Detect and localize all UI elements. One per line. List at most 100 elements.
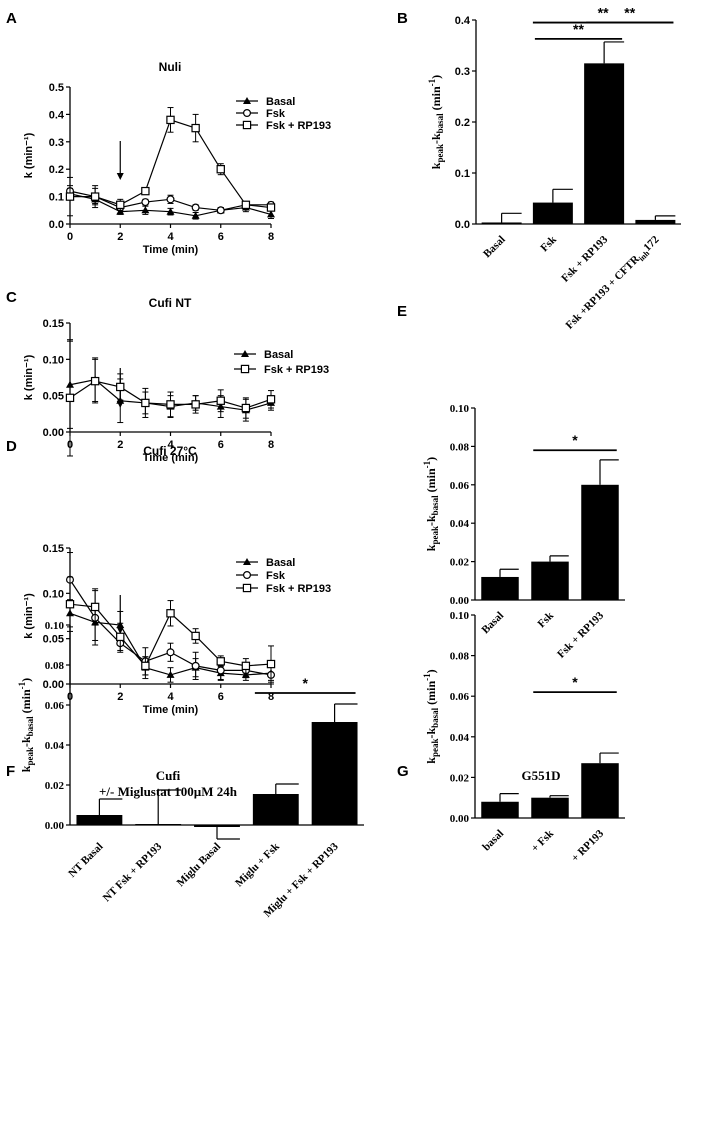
data-point [216, 396, 225, 405]
y-tick-label: 0.1 [455, 168, 470, 180]
category-label: Fsk [538, 233, 559, 254]
panel-d-title: Cufi 27°C [143, 444, 197, 458]
category-label-text: Miglu + Fsk [233, 840, 282, 889]
data-point [216, 206, 225, 215]
y-axis-label-part: -1 [17, 681, 27, 689]
panel-d-chart: 0.000.050.100.1502468Time (min)k (min⁻¹)… [23, 543, 331, 716]
x-tick-label: 6 [218, 231, 224, 243]
y-axis-label: kpeak-kbasal (min-1) [17, 678, 35, 772]
data-point [166, 115, 175, 125]
panel-b-chart: 0.0 0.1 0.2 0.3 0.4 kpeak-kbasal (min-1) Basal… [427, 5, 681, 332]
significance-label: ** [624, 5, 635, 21]
data-point [266, 203, 276, 212]
category-label-text: + RP193 [569, 827, 606, 864]
panel-g-title: G551D [522, 768, 561, 783]
data-point [216, 165, 225, 174]
y-axis-label-part: k [424, 544, 438, 551]
data-point [65, 600, 75, 609]
category-label: Fsk + RP193 [559, 233, 610, 284]
y-axis-label-part: peak [430, 738, 440, 757]
data-point [141, 186, 150, 196]
data-point [65, 192, 75, 201]
category-label-text: Fsk [536, 609, 557, 630]
x-tick-label: 8 [268, 691, 274, 703]
data-point [116, 200, 125, 210]
y-axis-label-part: -k [429, 133, 443, 144]
y-tick-label: 0.06 [45, 700, 65, 712]
data-point [90, 192, 100, 201]
y-axis-label-part: (min [19, 689, 33, 716]
bar [135, 824, 182, 826]
panel-c-title: Cufi NT [149, 296, 192, 310]
y-tick-label: 0.4 [49, 109, 65, 121]
category-label-text: + Fsk [529, 827, 557, 855]
y-tick-label: 0.00 [450, 813, 470, 825]
category-label: NT Fsk + RP193 [101, 840, 165, 904]
panel-f-subtitle: +/- Miglustat 100µM 24h [99, 784, 238, 799]
panel-f-chart: 0.00 0.02 0.04 0.06 0.08 0.10 kpeak-kbasal (mi… [17, 620, 364, 920]
panel-label-a: A [6, 10, 17, 27]
y-axis-label-part: basal [435, 113, 445, 134]
y-tick-label: 0.08 [45, 660, 65, 672]
y-axis-label-part: (min [424, 468, 438, 495]
category-label: + RP193 [569, 827, 606, 864]
y-tick-label: 0.02 [450, 772, 470, 784]
bar [252, 794, 299, 825]
y-axis-label-part: -1 [422, 460, 432, 468]
legend-marker [243, 558, 251, 565]
data-point [166, 400, 175, 409]
x-tick-label: 2 [117, 691, 123, 703]
significance-label: * [572, 432, 578, 448]
x-tick-label: 2 [117, 231, 123, 243]
legend-label: Fsk + RP193 [266, 583, 331, 595]
series-line [70, 119, 272, 209]
data-point [191, 631, 200, 641]
data-point [141, 206, 150, 214]
y-tick-label: 0.3 [49, 137, 64, 149]
x-axis-label: Time (min) [143, 704, 199, 716]
y-axis-label: k (min⁻¹) [23, 354, 35, 400]
bar [531, 797, 569, 818]
data-point [216, 657, 225, 666]
data-point [191, 203, 200, 212]
legend-marker [242, 583, 252, 593]
category-label: + Fsk [529, 827, 557, 855]
y-tick-label: 0.1 [49, 192, 64, 204]
panel-label-d: D [6, 438, 17, 455]
y-tick-label: 0.08 [450, 441, 470, 453]
panel-label-e: E [397, 303, 407, 320]
y-axis-label: kpeak-kbasal (min-1) [427, 75, 445, 169]
y-tick-label: 0.06 [450, 480, 470, 492]
legend-label: Fsk [266, 108, 286, 120]
y-tick-label: 0.05 [43, 391, 64, 403]
bar [532, 202, 573, 224]
legend-marker [240, 364, 250, 374]
panel-a-title: Nuli [159, 60, 182, 74]
y-tick-label: 0.10 [45, 620, 65, 632]
y-tick-label: 0.04 [45, 740, 65, 752]
y-axis-label: k (min⁻¹) [23, 132, 35, 178]
panel-label-g: G [397, 763, 409, 780]
category-label-text: Fsk + RP193 [559, 233, 610, 284]
bar [531, 561, 569, 600]
y-tick-label: 0.00 [43, 679, 64, 691]
bar [581, 484, 619, 600]
data-point [241, 403, 251, 413]
y-tick-label: 0.2 [455, 117, 470, 129]
y-axis-label-part: -1 [427, 78, 437, 86]
x-tick-label: 8 [268, 231, 274, 243]
category-label-text: Fsk + RP193 [555, 609, 606, 660]
data-point [141, 398, 150, 408]
category-label-text: Basal [479, 610, 506, 637]
data-point [166, 207, 175, 215]
panel-c-chart: 0.000.050.100.1502468Time (min)k (min⁻¹)… [23, 318, 329, 464]
y-tick-label: 0.02 [450, 557, 470, 569]
data-point [241, 661, 251, 671]
y-axis-label-part: -k [424, 515, 438, 526]
legend-label: Fsk [266, 570, 286, 582]
data-point [90, 602, 100, 612]
y-axis-label-part: basal [430, 707, 440, 728]
bar [481, 576, 519, 600]
category-label-text: Fsk [538, 233, 559, 254]
data-point [65, 393, 75, 403]
